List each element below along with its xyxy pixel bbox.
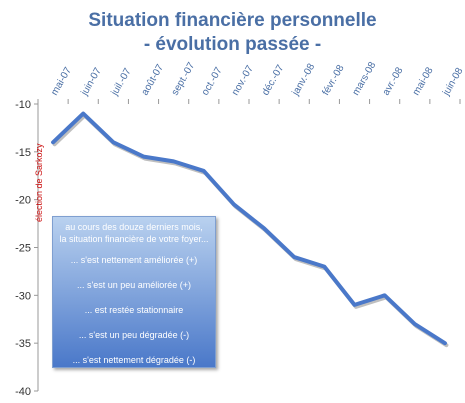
data-point [81,112,85,116]
series-line [51,111,447,346]
x-tick-label: avr.-08 [381,65,406,97]
x-tick-label: juil.-07 [109,66,134,98]
y-tick-label: -30 [15,290,31,302]
y-tick-label: -20 [15,195,31,207]
data-point [172,159,176,163]
legend-item: ... est restée stationnaire [84,305,184,315]
x-tick-label: janv.-08 [290,61,318,98]
x-tick-label: août-07 [140,62,167,97]
data-point [322,265,326,269]
legend-header: au cours des douze derniers mois, la sit… [55,221,213,245]
x-tick-label: févr.-08 [320,63,346,98]
y-tick-label: -15 [15,147,31,159]
chart-title: Situation financière personnelle [88,10,377,31]
x-tick-label: sept.-07 [170,60,198,97]
data-point [443,341,447,345]
y-tick-label: -25 [15,243,31,255]
data-point [232,202,236,206]
x-tick-label: mai-08 [411,65,436,97]
legend-header-line2: la situation financière de votre foyer..… [59,234,209,244]
legend-item: ... s'est nettement dégradée (-) [72,355,196,365]
y-tick-label: -10 [15,99,31,111]
question-legend-box: au cours des douze derniers mois, la sit… [52,216,216,368]
data-point [292,255,296,259]
x-tick-label: juin-08 [441,66,465,99]
data-point [383,293,387,297]
x-tick-label: juin-07 [79,66,104,99]
chart-subtitle: - évolution passée - [143,34,322,55]
data-point [262,226,266,230]
data-point [51,140,55,144]
x-tick-label: oct.-07 [200,65,225,97]
legend-item: ... s'est un peu améliorée (+) [76,280,192,290]
data-point [353,303,356,307]
x-tick-label: mars-08 [351,60,379,98]
data-point [111,140,115,144]
legend-item: ... s'est nettement améliorée (+) [70,255,198,265]
legend-item: ... s'est un peu dégradée (-) [78,330,190,340]
data-point [202,169,206,173]
election-annotation: élection de Sarkozy [34,143,44,222]
data-point [413,322,417,326]
y-tick-label: -40 [15,386,31,398]
data-point [142,155,145,159]
x-tick-label: nov.-07 [230,63,256,97]
legend-header-line1: au cours des douze derniers mois, [65,222,203,232]
y-tick-label: -35 [15,338,31,350]
x-tick-label: déc.-07 [260,63,286,98]
x-tick-label: mai-07 [49,65,74,97]
